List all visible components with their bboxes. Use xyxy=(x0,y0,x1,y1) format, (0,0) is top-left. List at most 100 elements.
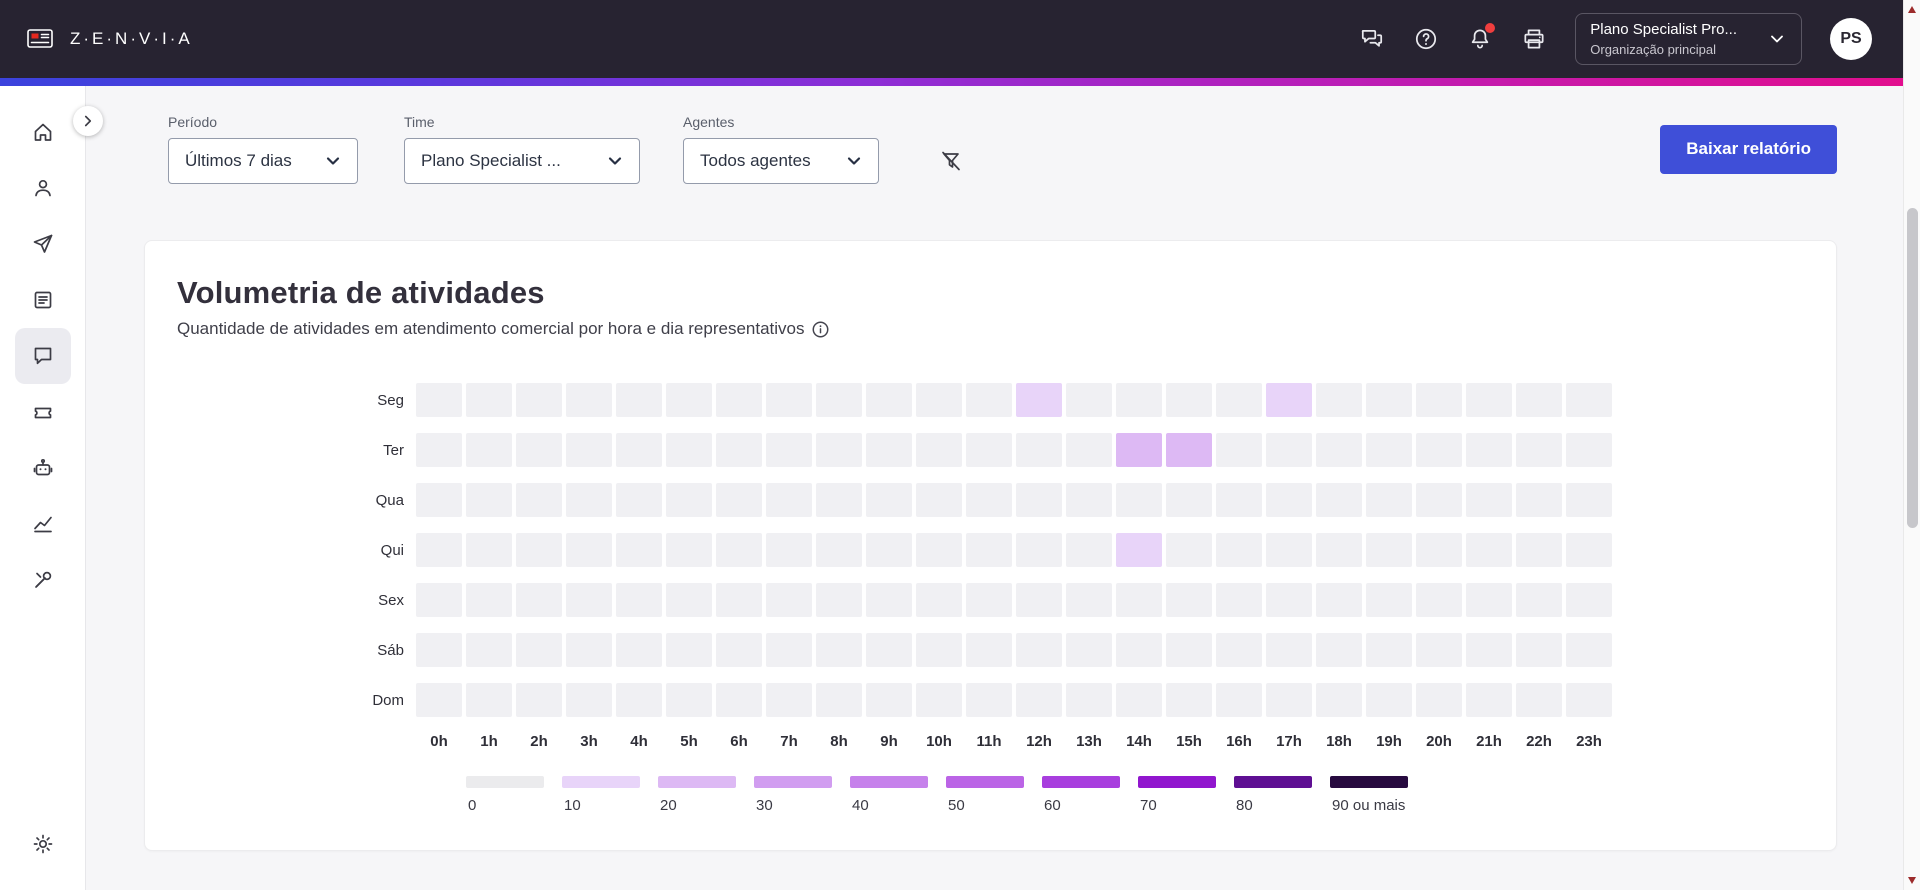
heatmap-cell[interactable] xyxy=(516,483,562,517)
heatmap-cell[interactable] xyxy=(916,433,962,467)
heatmap-cell[interactable] xyxy=(416,433,462,467)
scrollbar-thumb[interactable] xyxy=(1907,208,1918,528)
heatmap-cell[interactable] xyxy=(866,633,912,667)
heatmap-cell[interactable] xyxy=(466,683,512,717)
heatmap-cell[interactable] xyxy=(1566,383,1612,417)
sidebar-item-analytics[interactable] xyxy=(15,496,71,552)
vertical-scrollbar[interactable] xyxy=(1903,0,1920,890)
heatmap-cell[interactable] xyxy=(716,433,762,467)
heatmap-cell[interactable] xyxy=(616,483,662,517)
heatmap-cell[interactable] xyxy=(766,583,812,617)
sidebar-item-reports[interactable] xyxy=(15,272,71,328)
heatmap-cell[interactable] xyxy=(1416,533,1462,567)
heatmap-cell[interactable] xyxy=(1166,633,1212,667)
heatmap-cell[interactable] xyxy=(1566,483,1612,517)
heatmap-cell[interactable] xyxy=(1416,383,1462,417)
heatmap-cell[interactable] xyxy=(1116,483,1162,517)
heatmap-cell[interactable] xyxy=(1366,383,1412,417)
heatmap-cell[interactable] xyxy=(616,383,662,417)
sidebar-item-settings[interactable] xyxy=(15,816,71,872)
agents-select[interactable]: Todos agentes xyxy=(683,138,879,184)
heatmap-cell[interactable] xyxy=(816,383,862,417)
heatmap-cell[interactable] xyxy=(1216,633,1262,667)
heatmap-cell[interactable] xyxy=(866,433,912,467)
heatmap-cell[interactable] xyxy=(566,483,612,517)
heatmap-cell[interactable] xyxy=(1416,433,1462,467)
heatmap-cell[interactable] xyxy=(1016,383,1062,417)
heatmap-cell[interactable] xyxy=(1266,683,1312,717)
team-select[interactable]: Plano Specialist ... xyxy=(404,138,640,184)
heatmap-cell[interactable] xyxy=(1266,433,1312,467)
heatmap-cell[interactable] xyxy=(616,683,662,717)
heatmap-cell[interactable] xyxy=(1216,383,1262,417)
heatmap-cell[interactable] xyxy=(466,483,512,517)
heatmap-cell[interactable] xyxy=(1366,583,1412,617)
heatmap-cell[interactable] xyxy=(1116,533,1162,567)
heatmap-cell[interactable] xyxy=(466,433,512,467)
heatmap-cell[interactable] xyxy=(1566,683,1612,717)
heatmap-cell[interactable] xyxy=(1466,633,1512,667)
heatmap-cell[interactable] xyxy=(1066,683,1112,717)
heatmap-cell[interactable] xyxy=(566,533,612,567)
sidebar-item-tools[interactable] xyxy=(15,552,71,608)
heatmap-cell[interactable] xyxy=(1366,683,1412,717)
heatmap-cell[interactable] xyxy=(616,633,662,667)
heatmap-cell[interactable] xyxy=(716,683,762,717)
heatmap-cell[interactable] xyxy=(966,633,1012,667)
heatmap-cell[interactable] xyxy=(966,533,1012,567)
heatmap-cell[interactable] xyxy=(916,383,962,417)
heatmap-cell[interactable] xyxy=(1466,683,1512,717)
heatmap-cell[interactable] xyxy=(666,633,712,667)
heatmap-cell[interactable] xyxy=(516,383,562,417)
heatmap-cell[interactable] xyxy=(816,583,862,617)
heatmap-cell[interactable] xyxy=(966,383,1012,417)
heatmap-cell[interactable] xyxy=(1216,433,1262,467)
period-select[interactable]: Últimos 7 dias xyxy=(168,138,358,184)
heatmap-cell[interactable] xyxy=(1066,483,1112,517)
info-icon[interactable] xyxy=(812,321,829,338)
heatmap-cell[interactable] xyxy=(466,383,512,417)
heatmap-cell[interactable] xyxy=(1366,483,1412,517)
sidebar-item-ticket[interactable] xyxy=(15,384,71,440)
heatmap-cell[interactable] xyxy=(1316,683,1362,717)
avatar[interactable]: PS xyxy=(1830,18,1872,60)
heatmap-cell[interactable] xyxy=(916,683,962,717)
heatmap-cell[interactable] xyxy=(1166,533,1212,567)
heatmap-cell[interactable] xyxy=(716,633,762,667)
heatmap-cell[interactable] xyxy=(516,683,562,717)
heatmap-cell[interactable] xyxy=(1516,583,1562,617)
heatmap-cell[interactable] xyxy=(416,483,462,517)
chat-icon[interactable] xyxy=(1359,26,1385,52)
sidebar-item-chat[interactable] xyxy=(14,328,71,384)
heatmap-cell[interactable] xyxy=(516,433,562,467)
heatmap-cell[interactable] xyxy=(1466,383,1512,417)
heatmap-cell[interactable] xyxy=(716,533,762,567)
heatmap-cell[interactable] xyxy=(1516,533,1562,567)
heatmap-cell[interactable] xyxy=(1416,483,1462,517)
clear-filters-icon[interactable] xyxy=(939,149,963,173)
heatmap-cell[interactable] xyxy=(1366,533,1412,567)
heatmap-cell[interactable] xyxy=(1016,583,1062,617)
heatmap-cell[interactable] xyxy=(566,433,612,467)
heatmap-cell[interactable] xyxy=(1216,583,1262,617)
heatmap-cell[interactable] xyxy=(1366,433,1412,467)
heatmap-cell[interactable] xyxy=(966,483,1012,517)
heatmap-cell[interactable] xyxy=(616,433,662,467)
scroll-down-arrow[interactable] xyxy=(1908,877,1916,884)
heatmap-cell[interactable] xyxy=(666,483,712,517)
heatmap-cell[interactable] xyxy=(916,633,962,667)
heatmap-cell[interactable] xyxy=(1266,533,1312,567)
heatmap-cell[interactable] xyxy=(816,633,862,667)
heatmap-cell[interactable] xyxy=(1266,583,1312,617)
heatmap-cell[interactable] xyxy=(666,533,712,567)
heatmap-cell[interactable] xyxy=(1116,583,1162,617)
heatmap-cell[interactable] xyxy=(1116,683,1162,717)
heatmap-cell[interactable] xyxy=(1316,583,1362,617)
heatmap-cell[interactable] xyxy=(866,683,912,717)
heatmap-cell[interactable] xyxy=(1216,683,1262,717)
heatmap-cell[interactable] xyxy=(816,683,862,717)
heatmap-cell[interactable] xyxy=(766,533,812,567)
scroll-up-arrow[interactable] xyxy=(1908,6,1916,13)
org-selector[interactable]: Plano Specialist Pro... Organização prin… xyxy=(1575,13,1802,65)
heatmap-cell[interactable] xyxy=(716,483,762,517)
